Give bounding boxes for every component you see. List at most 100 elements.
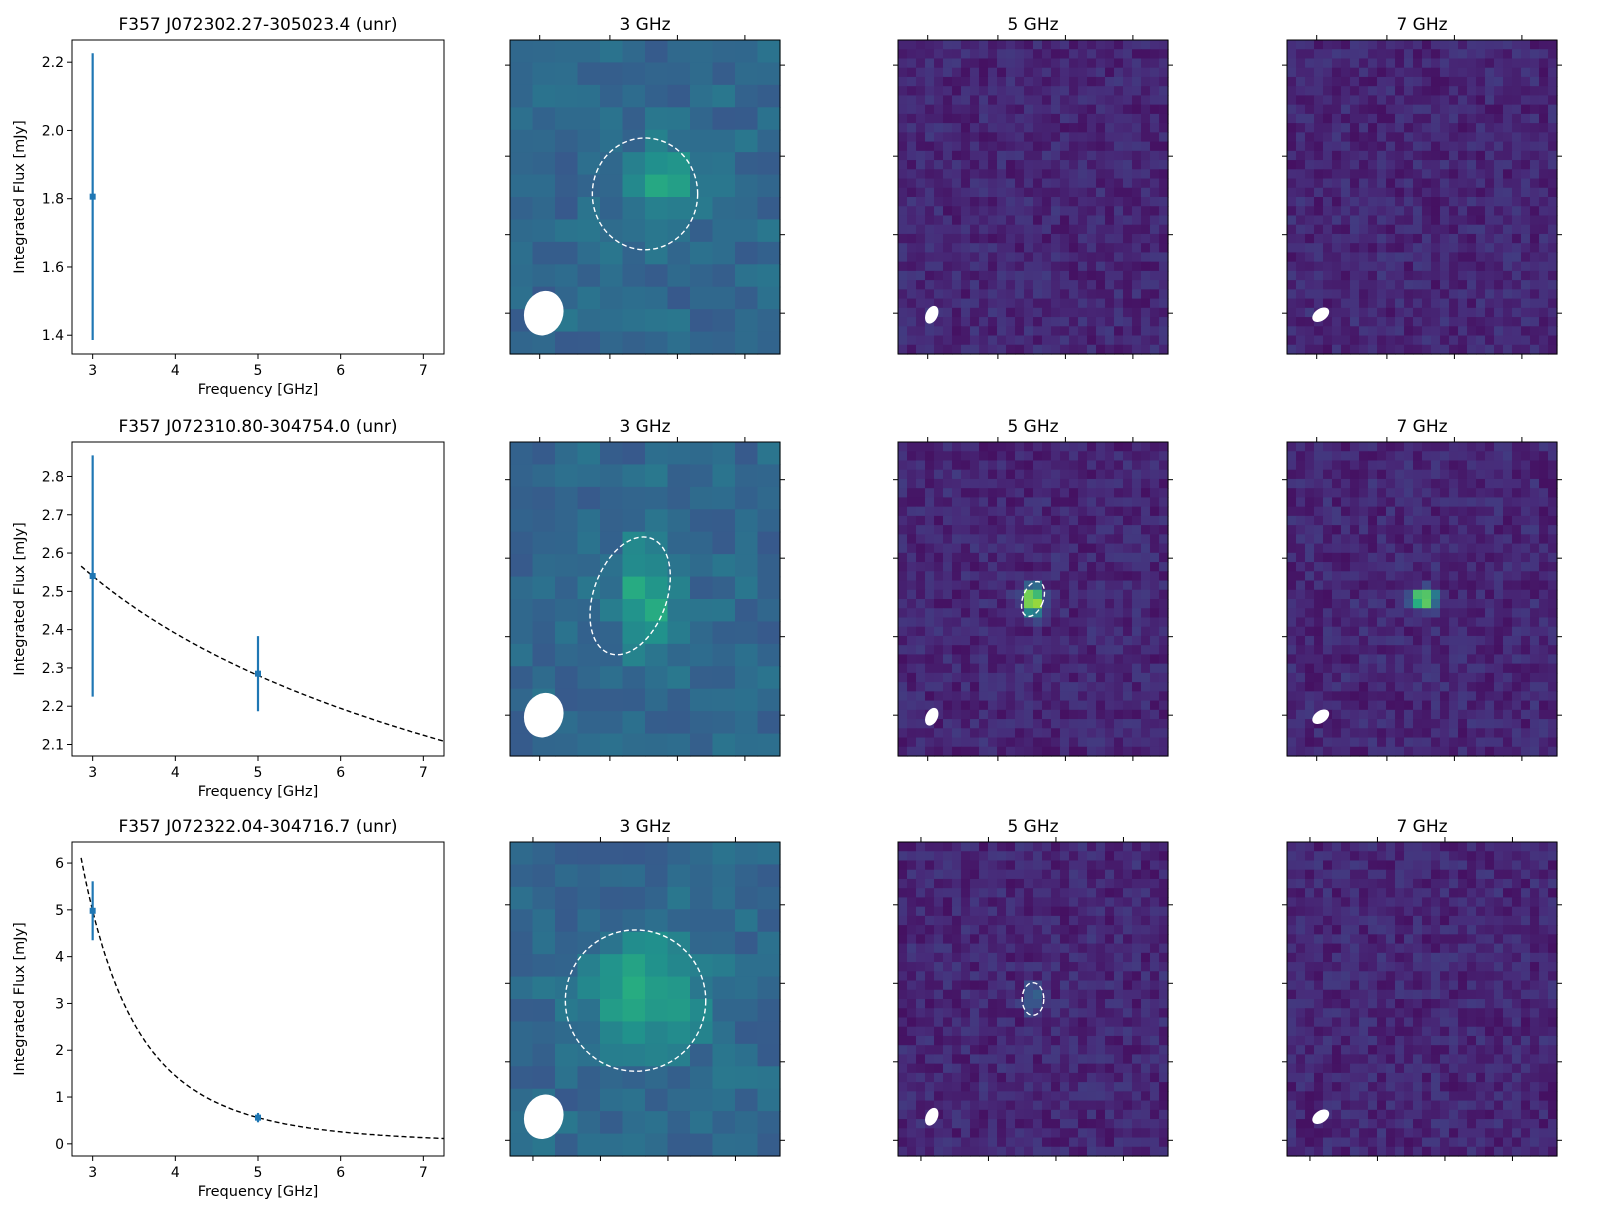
pixel — [1485, 58, 1495, 69]
pixel — [988, 307, 998, 318]
pixel — [988, 280, 998, 290]
pixel — [1548, 580, 1558, 591]
pixel — [1458, 169, 1468, 180]
pixel — [757, 554, 781, 578]
pixel — [1006, 506, 1016, 517]
pixel — [1087, 737, 1097, 748]
pixel — [952, 40, 962, 50]
pixel — [907, 728, 917, 739]
y-tick-label: 2.6 — [42, 546, 64, 562]
pixel — [934, 626, 944, 637]
pixel — [1033, 224, 1043, 235]
pixel — [1512, 141, 1522, 152]
pixel — [757, 40, 781, 64]
y-tick-label: 2.4 — [42, 623, 64, 639]
pixel — [1503, 672, 1513, 683]
pixel — [997, 719, 1007, 729]
image-title: 7 GHz — [1396, 15, 1447, 35]
pixel — [907, 552, 917, 563]
pixel — [1060, 67, 1070, 78]
pixel — [934, 113, 944, 124]
pixel — [1087, 58, 1097, 69]
pixel — [1485, 307, 1495, 318]
pixel — [1323, 728, 1333, 739]
pixel — [1467, 243, 1477, 254]
pixel — [1096, 197, 1106, 207]
pixel — [1503, 150, 1513, 161]
pixel — [1548, 608, 1558, 619]
pixel — [907, 851, 917, 862]
pixel — [1341, 243, 1351, 254]
pixel — [1386, 233, 1396, 244]
pixel — [1341, 562, 1351, 572]
pixel — [1359, 169, 1369, 180]
pixel — [1332, 599, 1342, 609]
pixel — [961, 663, 971, 674]
pixel — [1087, 626, 1097, 637]
pixel — [1521, 460, 1531, 471]
pixel — [667, 909, 691, 933]
pixel — [600, 554, 624, 578]
pixel — [712, 864, 736, 888]
x-tick-label: 6 — [336, 765, 345, 781]
pixel — [952, 252, 962, 263]
pixel — [925, 860, 935, 871]
pixel — [1512, 307, 1522, 318]
pixel — [1512, 506, 1522, 517]
pixel — [1467, 123, 1477, 133]
pixel — [1296, 460, 1306, 471]
pixel — [532, 976, 556, 1000]
pixel — [961, 672, 971, 683]
pixel — [1548, 150, 1558, 161]
pixel — [925, 197, 935, 207]
pixel — [1341, 691, 1351, 702]
pixel — [1404, 626, 1414, 637]
pixel — [1332, 478, 1342, 489]
pixel — [1440, 469, 1450, 480]
pixel — [970, 233, 980, 244]
pixel — [532, 621, 556, 645]
pixel — [1105, 289, 1115, 300]
pixel — [1024, 113, 1034, 124]
pixel — [1341, 197, 1351, 207]
pixel — [1377, 307, 1387, 318]
pixel — [1323, 270, 1333, 281]
pixel — [970, 869, 980, 880]
pixel — [1332, 76, 1342, 87]
pixel — [1386, 206, 1396, 217]
pixel — [1467, 187, 1477, 198]
pixel — [1296, 608, 1306, 619]
pixel — [1051, 169, 1061, 180]
pixel — [1141, 76, 1151, 87]
pixel — [1042, 700, 1052, 711]
pixel — [1078, 197, 1088, 207]
pixel — [1503, 589, 1513, 600]
pixel — [1033, 617, 1043, 628]
pixel — [1467, 289, 1477, 300]
pixel — [1150, 599, 1160, 609]
pixel — [1359, 270, 1369, 281]
pixel — [690, 84, 714, 108]
pixel — [1006, 589, 1016, 600]
pixel — [1150, 860, 1160, 871]
pixel — [1521, 626, 1531, 637]
pixel — [1350, 344, 1360, 355]
pixel — [1512, 580, 1522, 591]
pixel — [934, 888, 944, 899]
pixel — [1377, 663, 1387, 674]
pixel — [1377, 40, 1387, 50]
pixel — [1530, 682, 1540, 692]
pixel — [1114, 95, 1124, 106]
pixel — [1341, 307, 1351, 318]
pixel — [1114, 617, 1124, 628]
pixel — [970, 141, 980, 152]
pixel — [1386, 187, 1396, 198]
pixel — [1386, 270, 1396, 281]
pixel — [916, 571, 926, 582]
pixel — [952, 67, 962, 78]
pixel — [1042, 187, 1052, 198]
pixel — [907, 525, 917, 535]
pixel — [916, 700, 926, 711]
pixel — [690, 711, 714, 735]
pixel — [1042, 469, 1052, 480]
